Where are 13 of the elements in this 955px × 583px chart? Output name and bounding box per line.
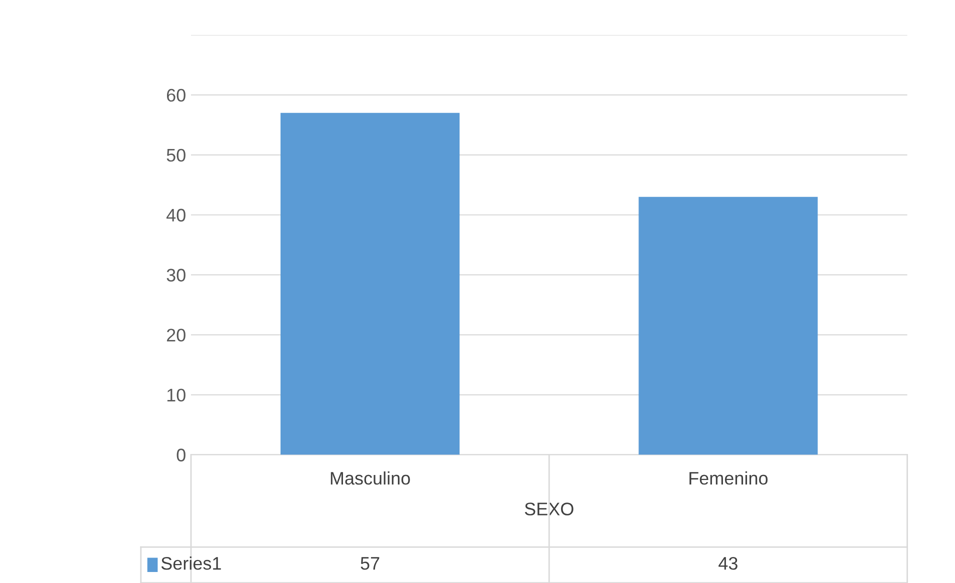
y-tick-label: 10 <box>167 388 186 402</box>
legend-label: Series1 <box>161 556 221 570</box>
y-tick-label: 50 <box>166 148 186 162</box>
y-tick-label: 30 <box>166 268 186 282</box>
x-axis-title: SEXO <box>524 502 574 516</box>
x-tick-label: Femenino <box>690 471 768 485</box>
data-label: 43 <box>718 556 738 570</box>
y-tick-label: 60 <box>166 88 186 102</box>
x-tick-label: Masculino <box>330 471 410 485</box>
y-tick-label: 20 <box>166 328 186 342</box>
y-tick-label: 0 <box>176 448 186 462</box>
y-tick-label: 40 <box>166 208 186 222</box>
data-label: 57 <box>360 557 380 570</box>
